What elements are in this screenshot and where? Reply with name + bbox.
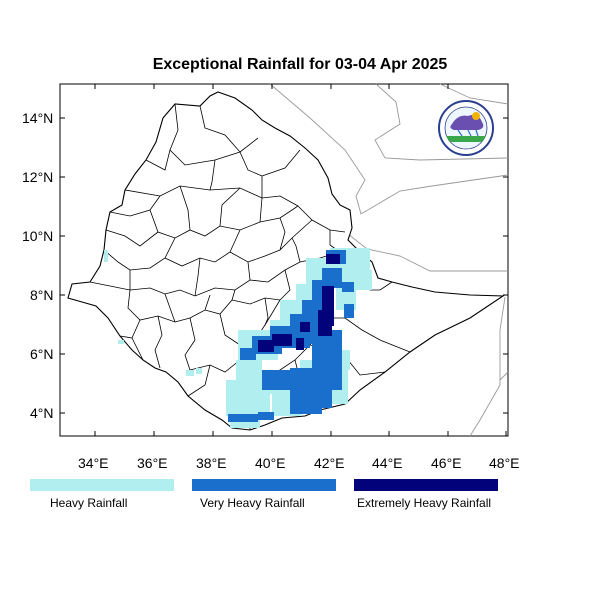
- neighbor-boundaries: [269, 83, 509, 437]
- lat-label-10: 10°N: [22, 228, 54, 244]
- legend-swatch-heavy: [30, 479, 174, 491]
- lon-label-40: 40°E: [255, 455, 286, 471]
- legend-swatch-very-heavy: [192, 479, 336, 491]
- legend-swatch-extreme: [354, 479, 498, 491]
- map-title: Exceptional Rainfall for 03-04 Apr 2025: [152, 56, 448, 73]
- legend-label-extreme: Extremely Heavy Rainfall: [357, 496, 492, 510]
- legend-label-heavy: Heavy Rainfall: [50, 496, 128, 510]
- lat-label-6: 6°N: [30, 346, 54, 362]
- lat-label-12: 12°N: [22, 169, 54, 185]
- lat-label-4: 4°N: [30, 405, 54, 421]
- lon-label-44: 44°E: [372, 455, 403, 471]
- lon-ticks: [94, 84, 507, 436]
- lon-label-48: 48°E: [489, 455, 520, 471]
- lat-label-14: 14°N: [22, 110, 54, 126]
- lon-label-42: 42°E: [314, 455, 345, 471]
- legend-label-very-heavy: Very Heavy Rainfall: [200, 496, 305, 510]
- map-frame: [59, 83, 509, 437]
- lat-ticks: [60, 117, 508, 414]
- lat-label-8: 8°N: [30, 287, 54, 303]
- rainfall-extreme: [258, 254, 340, 352]
- lon-label-38: 38°E: [196, 455, 227, 471]
- lon-label-34: 34°E: [78, 455, 109, 471]
- lon-label-46: 46°E: [431, 455, 462, 471]
- lon-label-36: 36°E: [137, 455, 168, 471]
- meteorology-logo-icon: [438, 100, 494, 156]
